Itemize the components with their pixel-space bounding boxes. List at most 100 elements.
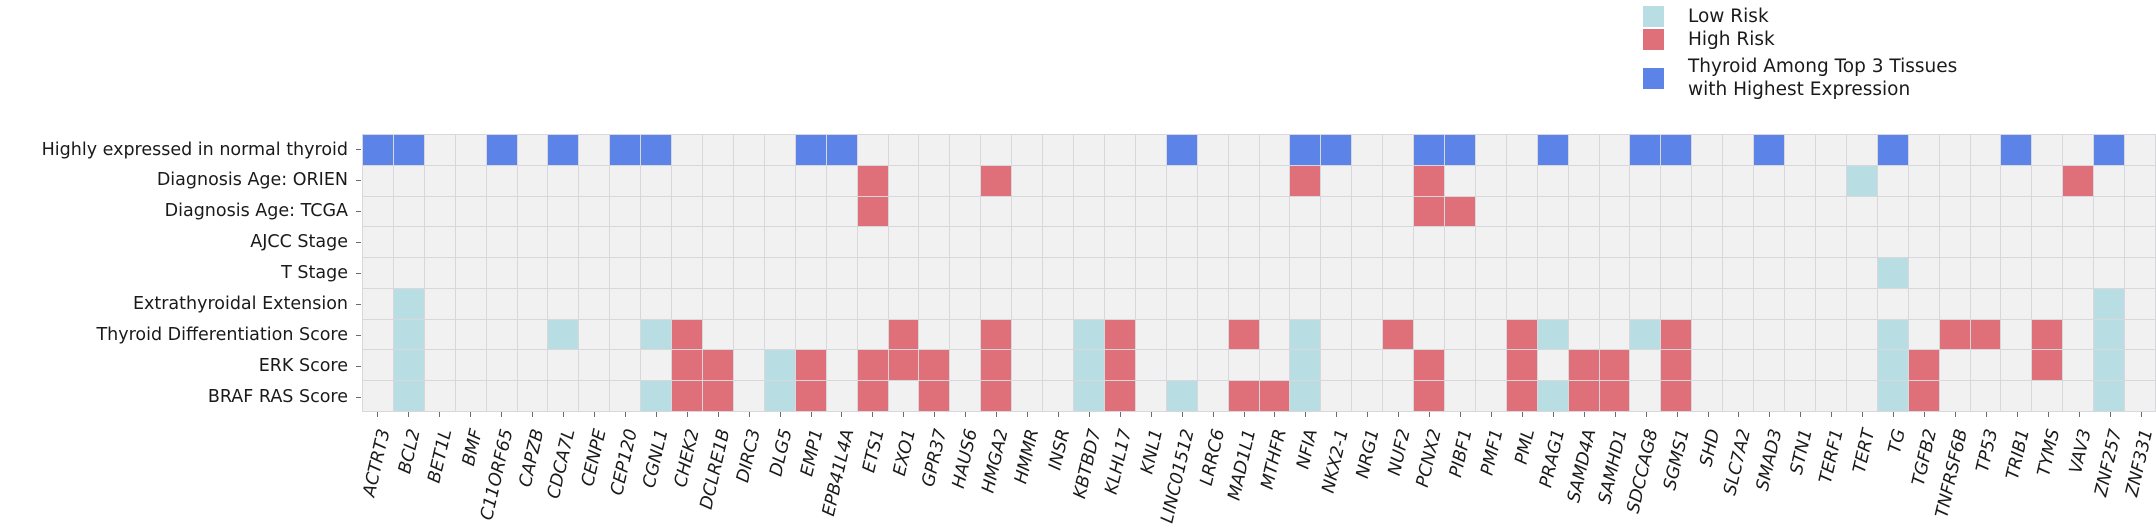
heatmap-cell <box>486 196 518 228</box>
heatmap-cell <box>363 165 394 197</box>
heatmap-cell <box>919 227 951 259</box>
heatmap-cell <box>1104 381 1136 412</box>
x-tick-label: PMF1 <box>1477 427 1508 478</box>
heatmap-cell <box>1785 381 1816 412</box>
heatmap-cell <box>795 258 827 289</box>
heatmap-cell <box>2032 227 2064 259</box>
heatmap-cell <box>2001 319 2033 351</box>
heatmap-cell <box>1506 165 1538 197</box>
heatmap-cell <box>1630 135 1662 166</box>
heatmap-cell <box>1475 288 1507 320</box>
heatmap-cell <box>1723 381 1755 412</box>
heatmap-cell <box>950 288 982 320</box>
x-tick-mark <box>1954 412 1956 417</box>
heatmap-cell <box>2094 227 2126 259</box>
heatmap-cell <box>1104 258 1136 289</box>
heatmap-cell <box>1259 350 1291 382</box>
x-tick-mark <box>903 412 905 417</box>
x-tick-label: CHEK2 <box>670 427 704 490</box>
heatmap-cell <box>2094 319 2126 351</box>
heatmap-cell <box>1414 165 1445 197</box>
heatmap-cell <box>1383 319 1415 351</box>
heatmap-cell <box>1197 319 1229 351</box>
heatmap-cell <box>1815 319 1847 351</box>
heatmap-cell <box>424 258 456 289</box>
heatmap-cell <box>1908 135 1940 166</box>
heatmap-cell <box>1321 288 1353 320</box>
heatmap-cell <box>826 196 858 228</box>
x-tick-mark <box>686 412 688 417</box>
heatmap-cell <box>1043 258 1075 289</box>
heatmap-cell <box>1723 196 1755 228</box>
heatmap-cell <box>610 227 642 259</box>
heatmap-cell <box>1321 165 1353 197</box>
heatmap-cell <box>764 135 796 166</box>
x-tick-label: EXO1 <box>889 427 920 478</box>
heatmap-cell <box>703 165 734 197</box>
heatmap-cell <box>1197 258 1229 289</box>
heatmap-cell <box>1846 135 1878 166</box>
heatmap-cell <box>393 227 425 259</box>
heatmap-cell <box>672 165 704 197</box>
heatmap-cell <box>1723 350 1755 382</box>
heatmap-cell <box>2032 381 2064 412</box>
heatmap-cell <box>1970 350 2002 382</box>
heatmap-cell <box>641 319 673 351</box>
heatmap-cell <box>1970 258 2002 289</box>
x-tick-mark <box>1676 412 1678 417</box>
heatmap-cell <box>455 165 487 197</box>
legend-label-line2: with Highest Expression <box>1688 79 1911 100</box>
heatmap-cell <box>1785 288 1816 320</box>
heatmap-cell <box>826 258 858 289</box>
heatmap-cell <box>2001 227 2033 259</box>
x-tick-mark <box>996 412 998 417</box>
heatmap-cell <box>1877 319 1909 351</box>
heatmap-cell <box>1166 227 1198 259</box>
heatmap-cell <box>1197 165 1229 197</box>
heatmap-cell <box>1754 381 1786 412</box>
x-tick-mark <box>1552 412 1554 417</box>
heatmap-cell <box>1661 227 1693 259</box>
heatmap-cell <box>1475 135 1507 166</box>
heatmap-cell <box>2063 135 2095 166</box>
heatmap-cell <box>2001 196 2033 228</box>
heatmap-cell <box>1506 319 1538 351</box>
x-tick-label: CDCA7L <box>544 427 580 501</box>
heatmap-cell <box>641 288 673 320</box>
heatmap-cell <box>2094 196 2126 228</box>
heatmap-cell <box>393 258 425 289</box>
x-tick-label: TP53 <box>1973 427 2003 475</box>
heatmap-cell <box>826 319 858 351</box>
heatmap-cell <box>1074 350 1105 382</box>
heatmap-cell <box>1692 350 1724 382</box>
heatmap-cell <box>1012 319 1044 351</box>
heatmap-cell <box>1352 381 1384 412</box>
legend-label-line1: Thyroid Among Top 3 Tissues <box>1688 56 1958 77</box>
x-tick-mark <box>1305 412 1307 417</box>
legend-item-high-risk: High Risk <box>1643 29 1775 50</box>
y-tick-label: Extrathyroidal Extension <box>132 293 348 314</box>
heatmap-cell <box>1537 196 1569 228</box>
heatmap-cell <box>1166 381 1198 412</box>
heatmap-cell <box>950 196 982 228</box>
x-tick-mark <box>1645 412 1647 417</box>
x-tick-mark <box>779 412 781 417</box>
x-tick-mark <box>1862 412 1864 417</box>
x-tick-label: CGNL1 <box>639 427 673 490</box>
heatmap-cell <box>1599 288 1631 320</box>
x-tick-mark <box>810 412 812 417</box>
heatmap-cell <box>1537 165 1569 197</box>
legend-label: High Risk <box>1688 29 1775 50</box>
heatmap-cell <box>1197 288 1229 320</box>
heatmap-cell <box>2001 288 2033 320</box>
y-tick-label: ERK Score <box>258 355 348 376</box>
heatmap-cell <box>1352 319 1384 351</box>
heatmap-cell <box>424 381 456 412</box>
heatmap-cell <box>764 350 796 382</box>
heatmap-cell <box>1228 288 1260 320</box>
y-tick-mark <box>356 180 361 182</box>
heatmap-cell <box>1444 135 1476 166</box>
heatmap-cell <box>1166 196 1198 228</box>
high-risk-swatch <box>1643 29 1664 50</box>
heatmap-cell <box>1661 258 1693 289</box>
